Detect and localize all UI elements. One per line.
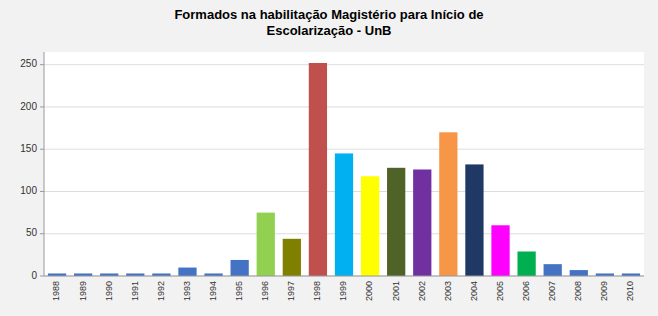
- x-tick-label: 2005: [495, 281, 505, 301]
- plot-background: [44, 52, 644, 276]
- background: [0, 0, 658, 316]
- bar: [231, 260, 249, 276]
- x-tick-label: 2008: [573, 281, 583, 301]
- y-tick: [40, 64, 44, 65]
- x-tick-label: 1988: [51, 281, 61, 301]
- y-tick-label: 250: [20, 58, 37, 69]
- bar: [570, 270, 588, 276]
- grid-line: [44, 64, 644, 65]
- bars: [48, 63, 640, 276]
- y-tick-label: 150: [20, 143, 37, 154]
- bar: [283, 239, 301, 276]
- x-tick-label: 1991: [130, 281, 140, 301]
- bar: [335, 153, 353, 276]
- grid-line: [44, 276, 644, 277]
- x-tick-label: 1997: [286, 281, 296, 301]
- y-grid: [44, 65, 644, 276]
- y-tick: [40, 106, 44, 107]
- title-line: Escolarização - UnB: [267, 23, 392, 38]
- x-tick-label: 1990: [104, 281, 114, 301]
- bar: [517, 251, 535, 276]
- bar: [309, 63, 327, 276]
- title-line: Formados na habilitação Magistério para …: [174, 7, 483, 22]
- bar: [361, 176, 379, 276]
- y-tick-label: 100: [20, 185, 37, 196]
- x-tick-label: 1989: [78, 281, 88, 301]
- chart: 0501001502002501988198919901991199219931…: [0, 0, 658, 316]
- title: Formados na habilitação Magistério para …: [174, 7, 483, 38]
- bar: [491, 225, 509, 276]
- x-tick-label: 1994: [208, 281, 218, 301]
- bar: [413, 169, 431, 276]
- x-tick-label: 1995: [234, 281, 244, 301]
- x-tick-label: 2001: [391, 281, 401, 301]
- bar: [178, 268, 196, 276]
- x-tick-label: 1996: [260, 281, 270, 301]
- y-tick: [40, 191, 44, 192]
- bar: [465, 164, 483, 276]
- x-tick-label: 2009: [599, 281, 609, 301]
- x-tick-label: 2002: [417, 281, 427, 301]
- x-tick-label: 1993: [182, 281, 192, 301]
- y-tick-label: 0: [31, 270, 37, 281]
- y-axis-line: [44, 52, 45, 276]
- y-tick: [40, 276, 44, 277]
- y-tick-label: 50: [26, 227, 38, 238]
- grid-line: [44, 149, 644, 150]
- bar: [439, 132, 457, 276]
- y-axis: 0 50 100 150 200 250: [20, 58, 44, 280]
- grid-line: [44, 106, 644, 107]
- y-tick: [40, 233, 44, 234]
- x-tick-label: 2004: [469, 281, 479, 301]
- y-tick: [40, 149, 44, 150]
- x-tick-label: 1999: [338, 281, 348, 301]
- x-tick-label: 2006: [521, 281, 531, 301]
- x-tick-label: 1992: [156, 281, 166, 301]
- bar: [387, 168, 405, 276]
- x-tick-label: 2007: [547, 281, 557, 301]
- x-tick-label: 1998: [312, 281, 322, 301]
- x-tick-label: 2003: [443, 281, 453, 301]
- bar: [544, 264, 562, 276]
- x-tick-label: 2010: [625, 281, 635, 301]
- x-tick-label: 2000: [364, 281, 374, 301]
- x-axis: 1988 1989 1990 1991 1992 1993 1994 1995 1996 1997…: [51, 281, 635, 301]
- x-axis-line: [44, 276, 644, 277]
- y-tick-label: 200: [20, 101, 37, 112]
- bar: [257, 213, 275, 276]
